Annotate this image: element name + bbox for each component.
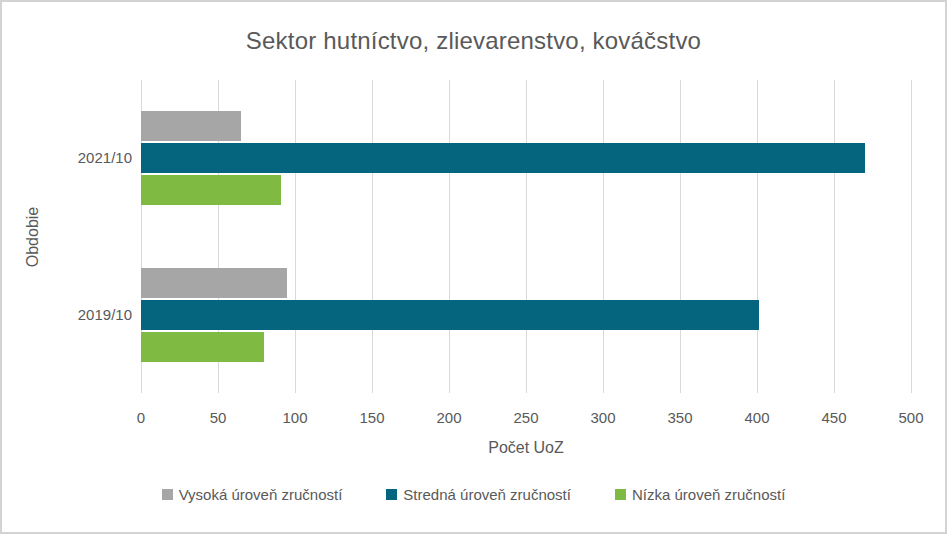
gridline-x-300 xyxy=(603,80,604,393)
legend-swatch-icon xyxy=(615,489,626,500)
bar-2021-10-3 xyxy=(141,175,281,205)
gridline-x-200 xyxy=(449,80,450,393)
y-category-label-2019-10: 2019/10 xyxy=(42,306,132,323)
x-tick-label-500: 500 xyxy=(881,409,941,426)
x-tick-label-250: 250 xyxy=(496,409,556,426)
legend-label: Stredná úroveň zručností xyxy=(403,486,571,503)
legend-item-3: Nízka úroveň zručností xyxy=(615,486,785,503)
legend-label: Nízka úroveň zručností xyxy=(632,486,785,503)
bar-2019-10-3 xyxy=(141,332,264,362)
chart-title: Sektor hutníctvo, zlievarenstvo, kováčst… xyxy=(2,27,945,55)
gridline-x-250 xyxy=(526,80,527,393)
gridline-x-100 xyxy=(295,80,296,393)
plot-area xyxy=(141,80,911,393)
legend-swatch-icon xyxy=(386,489,397,500)
legend-item-2: Stredná úroveň zručností xyxy=(386,486,571,503)
y-category-label-2021-10: 2021/10 xyxy=(42,149,132,166)
x-tick-label-150: 150 xyxy=(342,409,402,426)
x-tick-label-400: 400 xyxy=(727,409,787,426)
bar-2019-10-2 xyxy=(141,300,759,330)
x-tick-label-50: 50 xyxy=(188,409,248,426)
gridline-x-500 xyxy=(911,80,912,393)
y-axis-title: Obdobie xyxy=(24,206,42,267)
x-tick-label-100: 100 xyxy=(265,409,325,426)
x-tick-label-0: 0 xyxy=(111,409,171,426)
x-tick-label-350: 350 xyxy=(650,409,710,426)
x-tick-label-300: 300 xyxy=(573,409,633,426)
legend-swatch-icon xyxy=(162,489,173,500)
gridline-x-450 xyxy=(834,80,835,393)
bar-2019-10-1 xyxy=(141,268,287,298)
x-axis-title: Počet UoZ xyxy=(141,439,911,457)
y-axis-title-box: Obdobie xyxy=(16,80,50,393)
legend: Vysoká úroveň zručností Stredná úroveň zr… xyxy=(2,486,945,503)
gridline-x-400 xyxy=(757,80,758,393)
x-tick-label-450: 450 xyxy=(804,409,864,426)
bar-2021-10-2 xyxy=(141,143,865,173)
x-tick-label-200: 200 xyxy=(419,409,479,426)
legend-item-1: Vysoká úroveň zručností xyxy=(162,486,343,503)
gridline-x-350 xyxy=(680,80,681,393)
gridline-x-150 xyxy=(372,80,373,393)
chart-frame: Sektor hutníctvo, zlievarenstvo, kováčst… xyxy=(0,0,947,534)
bar-2021-10-1 xyxy=(141,111,241,141)
legend-label: Vysoká úroveň zručností xyxy=(179,486,343,503)
